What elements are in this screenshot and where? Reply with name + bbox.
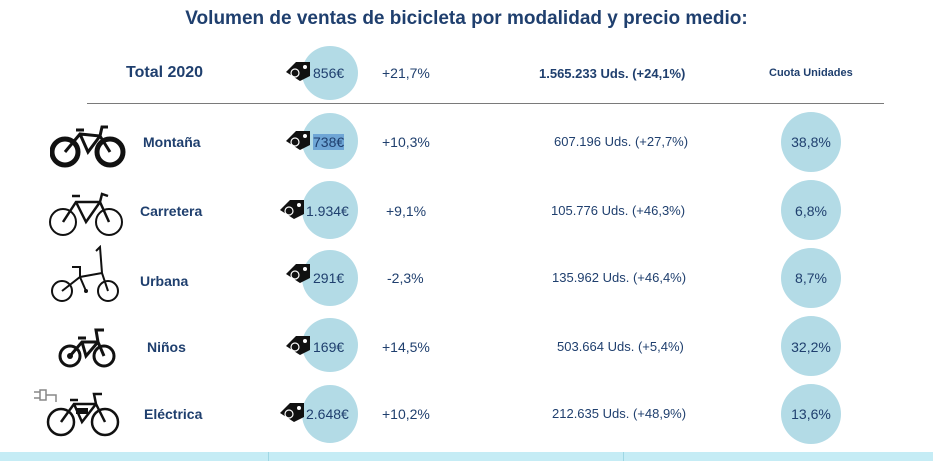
euro-price-tag-icon: [286, 131, 310, 150]
share-circle: [781, 180, 841, 240]
price-variation: +10,3%: [382, 134, 430, 150]
share-circle: [781, 316, 841, 376]
euro-price-tag-icon: [286, 264, 310, 283]
units-value: 607.196 Uds. (+27,7%): [554, 134, 689, 149]
share-value: 13,6%: [791, 406, 831, 422]
total-label: Total 2020: [126, 64, 204, 81]
price-circle: [302, 181, 358, 239]
price-circle: [302, 250, 358, 306]
price-variation: -2,3%: [387, 270, 424, 286]
total-variation: +21,7%: [382, 65, 430, 81]
total-price: 856€: [313, 65, 345, 81]
total-price-circle: [302, 46, 358, 100]
price-value: 169€: [313, 339, 345, 355]
share-circle: [781, 384, 841, 444]
category-label: Eléctrica: [144, 406, 203, 422]
units-value: 105.776 Uds. (+46,3%): [551, 203, 686, 218]
price-value: 291€: [313, 270, 345, 286]
page-title: Volumen de ventas de bicicleta por modal…: [185, 8, 748, 29]
divider: [87, 103, 884, 104]
electric-bike-icon: [34, 389, 120, 437]
folding-bike-icon: [51, 245, 119, 302]
total-units: 1.565.233 Uds. (+24,1%): [539, 66, 686, 81]
kids-bike-icon: [58, 328, 116, 368]
units-value: 135.962 Uds. (+46,4%): [552, 270, 687, 285]
units-value: 503.664 Uds. (+5,4%): [557, 339, 684, 354]
mountain-bike-icon: [50, 125, 126, 168]
units-value: 212.635 Uds. (+48,9%): [552, 406, 687, 421]
price-value: 1.934€: [306, 203, 349, 219]
price-circle: [302, 385, 358, 443]
price-variation: +10,2%: [382, 406, 430, 422]
share-value: 38,8%: [791, 134, 831, 150]
euro-price-tag-icon: [280, 200, 304, 219]
share-value: 32,2%: [791, 339, 831, 355]
share-value: 6,8%: [795, 203, 827, 219]
euro-price-tag-icon: [286, 336, 310, 355]
band-separator: [268, 452, 269, 461]
price-variation: +14,5%: [382, 339, 430, 355]
price-value: 738€: [313, 134, 345, 150]
category-label: Carretera: [140, 203, 203, 219]
category-label: Montaña: [143, 134, 201, 150]
euro-price-tag-icon: [280, 403, 304, 422]
share-circle: [781, 248, 841, 308]
price-circle: [302, 318, 358, 372]
share-circle: [781, 112, 841, 172]
category-label: Urbana: [140, 273, 189, 289]
share-header: Cuota Unidades: [769, 67, 853, 79]
price-value: 2.648€: [306, 406, 349, 422]
road-bike-icon: [49, 192, 123, 236]
price-variation: +9,1%: [386, 203, 427, 219]
category-label: Niños: [147, 339, 186, 355]
euro-price-tag-icon: [286, 62, 310, 81]
bottom-band: [0, 452, 933, 461]
band-separator: [623, 452, 624, 461]
share-value: 8,7%: [795, 270, 827, 286]
